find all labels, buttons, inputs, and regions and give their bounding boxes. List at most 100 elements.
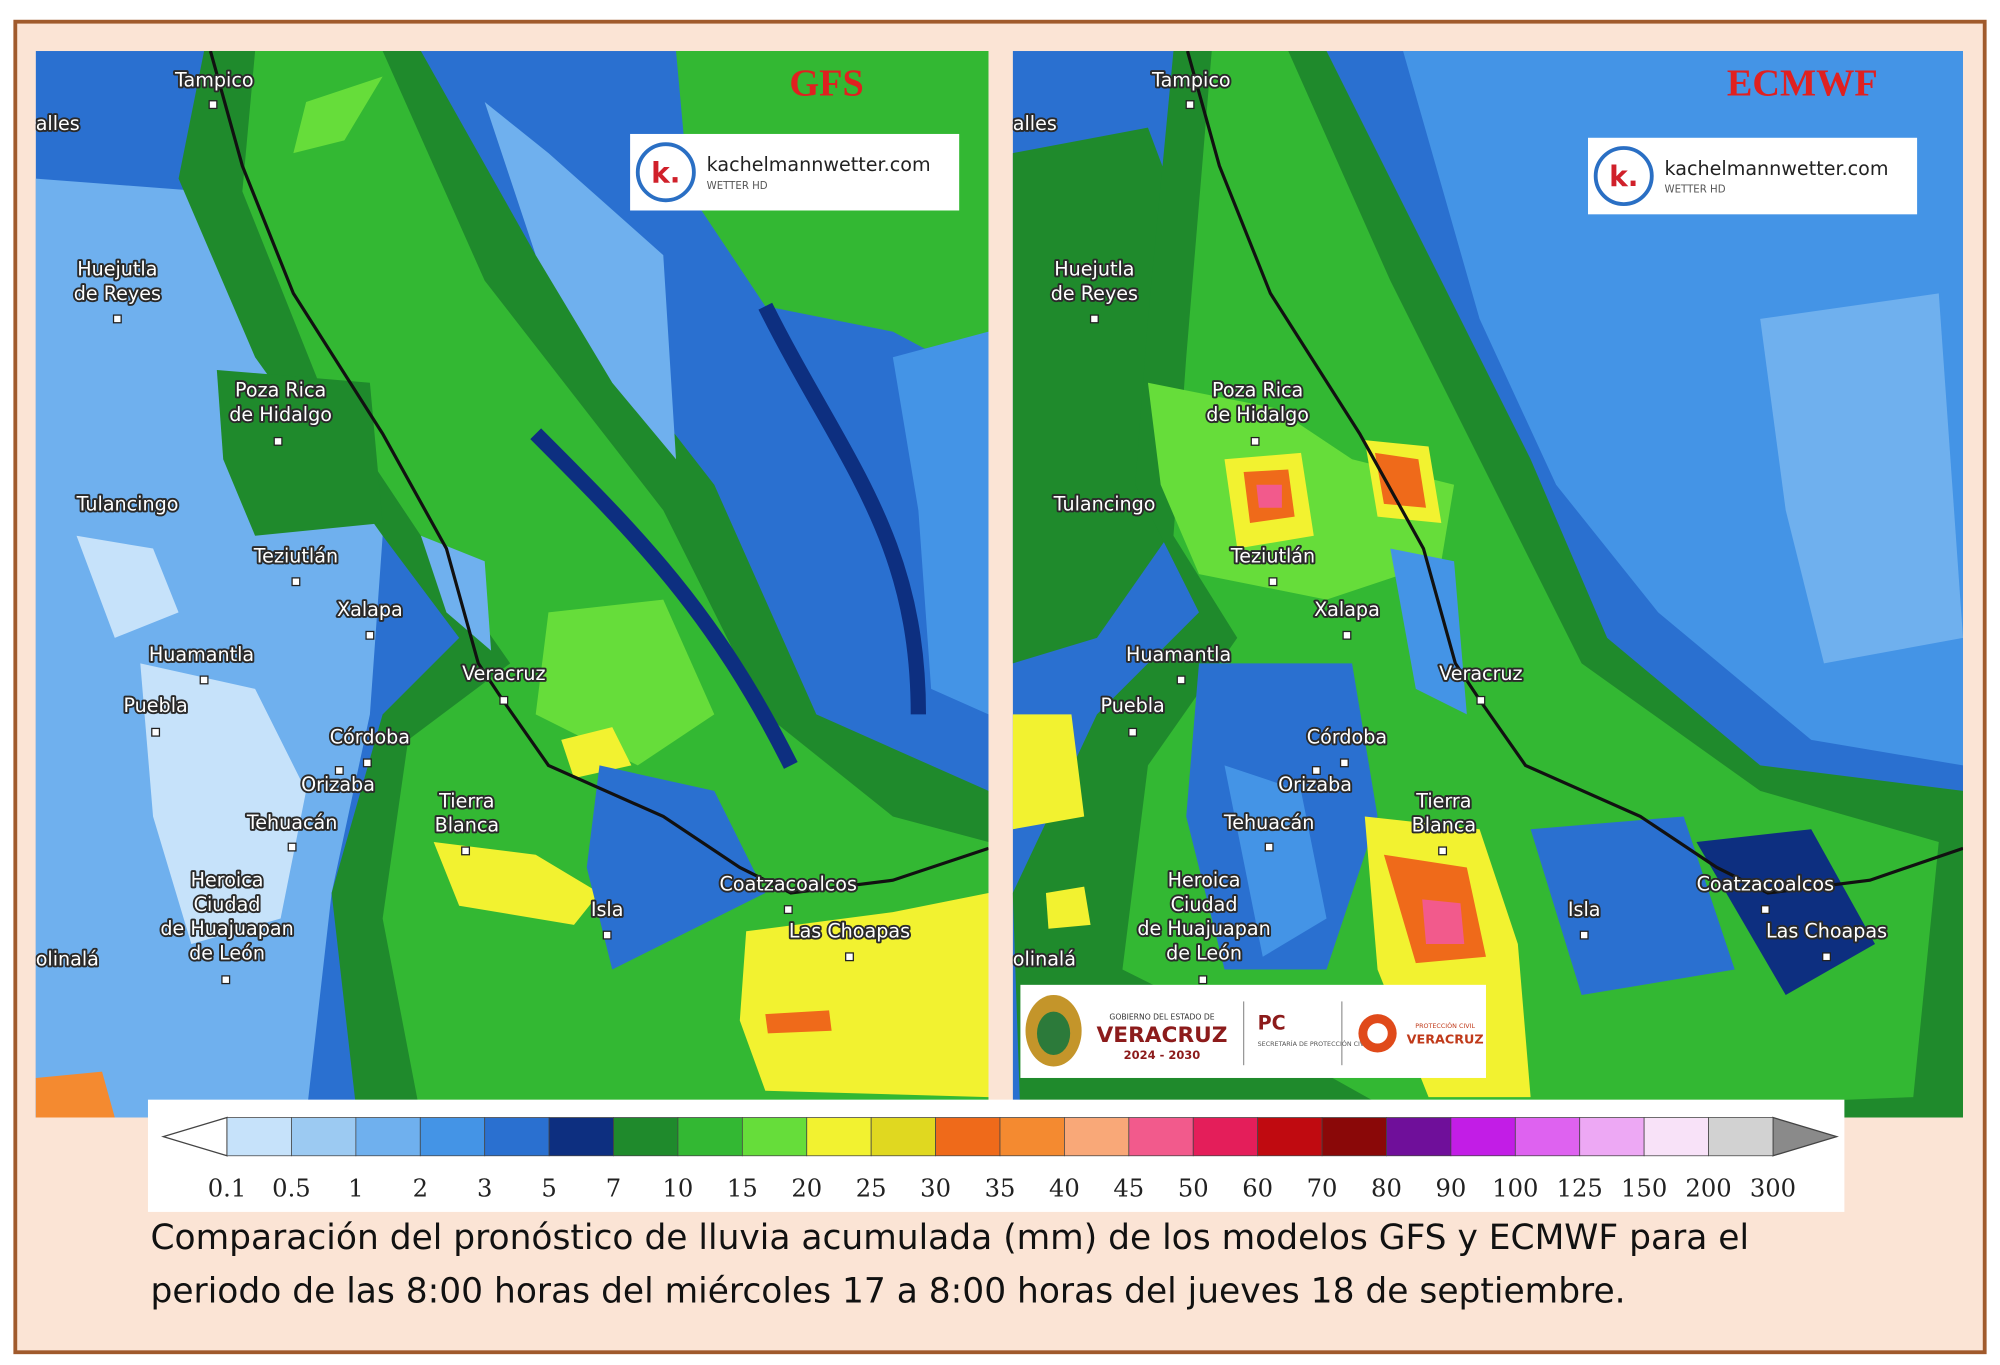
place-label: de Hidalgo — [1206, 403, 1309, 426]
colorbar-tick-label: 70 — [1307, 1175, 1338, 1203]
logo-tag: WETTER HD — [707, 181, 768, 192]
logo-text: PROTECCIÓN CIVIL — [1415, 1021, 1475, 1030]
colorbar-tick-label: 200 — [1685, 1175, 1731, 1203]
colorbar-swatch — [1257, 1117, 1323, 1157]
place-marker — [1579, 930, 1589, 940]
place-label: de Huajuapan — [160, 917, 293, 940]
place-marker — [273, 436, 283, 446]
colorbar-swatch — [1643, 1117, 1709, 1157]
colorbar-tick-label: 2 — [413, 1175, 428, 1203]
logo-text: 2024 - 2030 — [1124, 1048, 1201, 1062]
colorbar-swatch — [870, 1117, 936, 1157]
colorbar-tick-label: 50 — [1178, 1175, 1209, 1203]
logo-site: kachelmannwetter.com — [1665, 157, 1889, 180]
colorbar-tick-label: 300 — [1750, 1175, 1796, 1203]
place-marker — [287, 842, 297, 852]
place-label: Heroica — [191, 869, 264, 892]
place-marker — [1089, 314, 1099, 324]
place-label: alles — [1013, 112, 1057, 135]
colorbar-tick-label: 1 — [348, 1175, 363, 1203]
logo-circle — [635, 142, 696, 203]
colorbar-tick-label: 20 — [791, 1175, 822, 1203]
place-label: Huejutla — [77, 258, 157, 281]
logo-text: VERACRUZ — [1097, 1023, 1228, 1048]
logo-text: GOBIERNO DEL ESTADO DE — [1109, 1012, 1214, 1021]
colorbar-swatch — [999, 1117, 1065, 1157]
colorbar-swatch — [1708, 1117, 1774, 1157]
colorbar-tick-label: 45 — [1113, 1175, 1144, 1203]
place-marker — [362, 758, 372, 768]
place-label: Tulancingo — [76, 492, 179, 515]
place-marker — [461, 846, 471, 856]
colorbar-tick-label: 3 — [477, 1175, 492, 1203]
colorbar-tick-label: 15 — [727, 1175, 758, 1203]
logo-site: kachelmannwetter.com — [707, 153, 931, 176]
place-label: Teziutlán — [253, 545, 338, 568]
logo-text: VERACRUZ — [1407, 1033, 1484, 1048]
place-label: Blanca — [435, 814, 500, 837]
colorbar-tick-label: 100 — [1492, 1175, 1538, 1203]
place-label: de Reyes — [74, 282, 161, 305]
place-label: Córdoba — [1307, 726, 1387, 749]
place-label: Tulancingo — [1053, 492, 1156, 515]
colorbar-tick-label: 125 — [1557, 1175, 1603, 1203]
ecmwf-map — [1012, 51, 1964, 1118]
place-marker — [151, 727, 161, 737]
colorbar-tick-label: 30 — [920, 1175, 951, 1203]
place-label: olinalá — [1013, 948, 1076, 971]
place-label: Blanca — [1412, 814, 1477, 837]
place-label: Ciudad — [194, 893, 261, 916]
place-marker — [845, 952, 854, 962]
colorbar-swatch — [1450, 1117, 1516, 1157]
place-marker — [208, 100, 218, 110]
place-label: de León — [1166, 941, 1242, 964]
place-marker — [1185, 100, 1195, 110]
colorbar-swatch — [1128, 1117, 1194, 1157]
place-marker — [1476, 695, 1486, 705]
place-label: Tampico — [174, 69, 254, 92]
place-label: Huamantla — [1126, 643, 1231, 666]
place-label: Heroica — [1168, 869, 1241, 892]
colorbar-tick-label: 40 — [1049, 1175, 1080, 1203]
colorbar-tick-label: 10 — [663, 1175, 694, 1203]
place-label: Puebla — [123, 694, 187, 717]
colorbar-tick-label: 25 — [856, 1175, 887, 1203]
place-label: Poza Rica — [235, 379, 326, 402]
place-label: Las Choapas — [1766, 920, 1887, 943]
place-label: Huejutla — [1054, 258, 1134, 281]
place-marker — [199, 675, 209, 685]
place-label: Teziutlán — [1230, 545, 1315, 568]
place-label: Veracruz — [1439, 662, 1522, 685]
colorbar-swatch — [613, 1117, 679, 1157]
place-marker — [291, 577, 301, 587]
place-label: alles — [36, 112, 80, 135]
place-marker — [1268, 577, 1278, 587]
place-label: Tampico — [1151, 69, 1231, 92]
place-marker — [1339, 758, 1349, 768]
colorbar-tick-label: 60 — [1242, 1175, 1273, 1203]
logo-circle — [1593, 146, 1654, 207]
logo-text: SECRETARÍA DE PROTECCIÓN CIVIL — [1258, 1039, 1371, 1048]
place-label: Puebla — [1101, 694, 1165, 717]
colorbar-swatch — [548, 1117, 614, 1157]
logo-text: PC — [1258, 1011, 1286, 1034]
gfs-map — [35, 51, 989, 1118]
place-label: Tehuacán — [1223, 811, 1315, 834]
colorbar-swatch — [806, 1117, 872, 1157]
place-label: Tehuacán — [246, 811, 338, 834]
place-marker — [365, 630, 375, 640]
colorbar: 0.1 0.5 1 2 3 5 7 10 15 20 25 30 35 40 45 50 60 70 80 90 100… — [147, 1099, 1845, 1212]
place-marker — [1760, 905, 1770, 915]
colorbar-tick-label: 0.1 — [208, 1175, 247, 1203]
place-marker — [1198, 975, 1208, 985]
model-label: GFS — [789, 63, 863, 105]
colorbar-swatch — [1579, 1117, 1645, 1157]
place-label: Tierra — [438, 790, 494, 813]
model-label: ECMWF — [1727, 63, 1878, 105]
place-marker — [1822, 952, 1831, 962]
colorbar-tick-label: 7 — [606, 1175, 621, 1203]
